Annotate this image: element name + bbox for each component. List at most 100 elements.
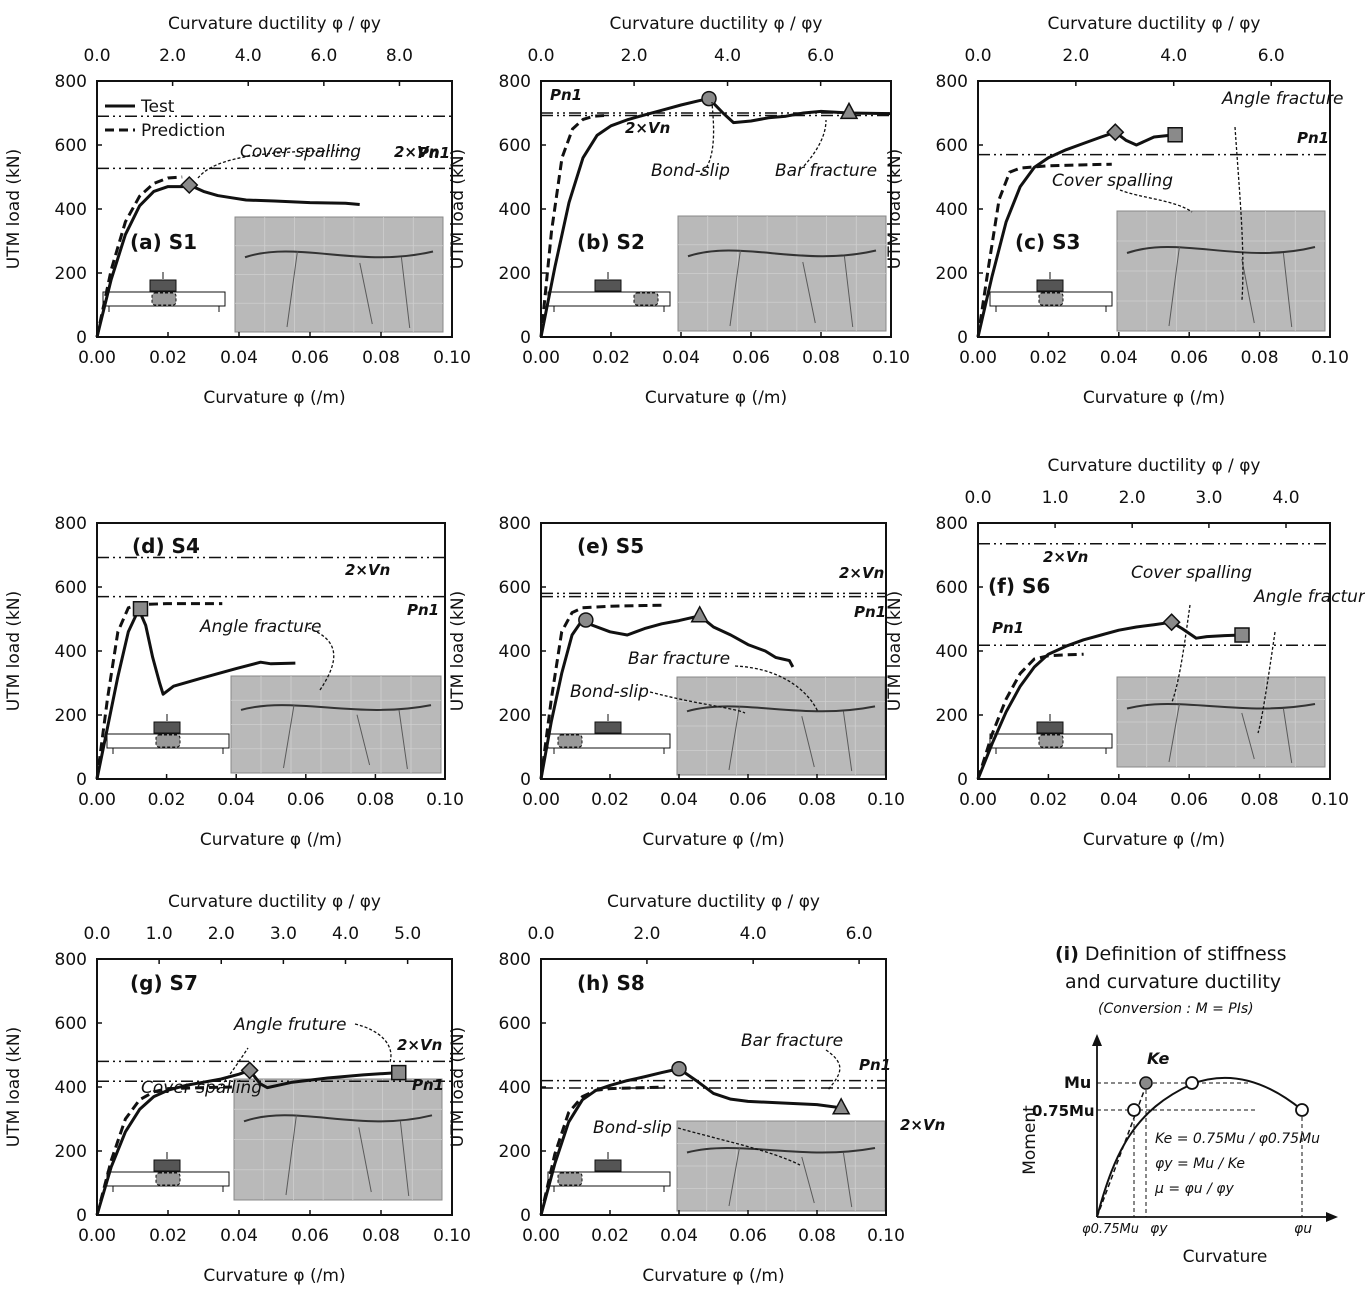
- joint-zone-icon: [155, 734, 181, 748]
- chart-panel-d: 0.00 0.02 0.04 0.06 0.08 0.10 0 200 400 600 800 Cur…: [4, 514, 464, 850]
- x-tick-label: 0.00: [522, 1226, 560, 1246]
- diamond-marker: [180, 175, 199, 195]
- y-axis-label: UTM load (kN): [448, 591, 468, 711]
- prediction-curve: [95, 1085, 232, 1216]
- reference-line-label: Pn1: [854, 603, 886, 621]
- top-axis-label: Curvature ductility φ / φy: [168, 892, 381, 912]
- x-tick-label: 0.04: [1100, 790, 1138, 810]
- loading-plate-icon: [149, 279, 177, 292]
- joint-zone-icon: [1038, 734, 1064, 748]
- chart-panel-g: 0.00 0.02 0.04 0.06 0.08 0.10 0 200 400 600 800 Cur…: [4, 892, 471, 1286]
- x-tick-label: 0.10: [867, 790, 905, 810]
- photo-crack: [687, 249, 877, 258]
- x-tick-label: 0.00: [78, 348, 116, 368]
- x-axis-label: Curvature φ (/m): [203, 388, 345, 408]
- annotation-leader: [217, 1047, 249, 1091]
- x-tick-label: 0.08: [362, 1226, 400, 1246]
- top-tick-label: 4.0: [235, 46, 262, 66]
- y-tick-label: 800: [499, 72, 531, 92]
- top-tick-label: 2.0: [159, 46, 186, 66]
- y-tick-label: 200: [55, 706, 87, 726]
- annotation-label: Angle fruture: [233, 1015, 346, 1035]
- annotation-leader: [1234, 126, 1244, 301]
- y-axis-label: UTM load (kN): [448, 1027, 468, 1147]
- annotation-label: Cover spalling: [141, 1078, 262, 1098]
- reference-line-label: Pn1: [992, 619, 1024, 637]
- panel-label: (d) S4: [132, 534, 200, 558]
- y-tick-label: 400: [499, 1078, 531, 1098]
- y-tick-label: 600: [55, 1014, 87, 1034]
- top-tick-label: 1.0: [146, 924, 173, 944]
- y-tick-label: 0: [520, 770, 531, 790]
- photo-crack: [1126, 246, 1316, 254]
- annotation-label: Cover spalling: [240, 142, 361, 162]
- y-tick-label: 600: [499, 136, 531, 156]
- x-tick-label: 0.00: [78, 1226, 116, 1246]
- y-tick-label: 400: [499, 200, 531, 220]
- triangle-marker: [690, 605, 709, 623]
- x-axis-label: Curvature φ (/m): [645, 388, 787, 408]
- x-tick-label: 0.04: [220, 348, 258, 368]
- y-tick-label: 800: [55, 72, 87, 92]
- top-tick-label: 6.0: [807, 46, 834, 66]
- y-axis-label: UTM load (kN): [885, 591, 905, 711]
- x-tick-label: 0.00: [959, 348, 997, 368]
- reference-line-label: 2×Vn: [397, 1036, 442, 1054]
- annotation-label: Bar fracture: [628, 649, 730, 669]
- y-tick-label: 200: [55, 1142, 87, 1162]
- reference-line-label: 2×Vn: [394, 143, 439, 161]
- loading-plate-icon: [153, 721, 181, 734]
- top-axis-label: Curvature ductility φ / φy: [168, 14, 381, 34]
- label-phiu: φu: [1294, 1221, 1312, 1237]
- chart-panel-a: 0.00 0.02 0.04 0.06 0.08 0.10 0 200 400 600 800 Cur…: [4, 14, 471, 408]
- moment-axis-arrow-icon: [1092, 1034, 1102, 1046]
- x-tick-label: 0.06: [729, 790, 767, 810]
- test-curve: [95, 1068, 399, 1216]
- annotation-label: Bond-slip: [570, 682, 649, 702]
- y-tick-label: 600: [499, 578, 531, 598]
- y-tick-label: 200: [499, 1142, 531, 1162]
- x-tick-label: 0.06: [732, 348, 770, 368]
- x-tick-label: 0.04: [662, 348, 700, 368]
- prediction-curve: [976, 162, 1112, 338]
- circle-marker: [701, 90, 717, 107]
- top-axis-label: Curvature ductility φ / φy: [1048, 456, 1261, 476]
- x-tick-label: 0.04: [1100, 348, 1138, 368]
- specimen-photo: [676, 1120, 886, 1212]
- prediction-curve: [95, 175, 183, 338]
- test-curve: [976, 130, 1176, 338]
- chart-panel-h: 0.00 0.02 0.04 0.06 0.08 0.10 0 200 400 600 800 Cur…: [448, 892, 945, 1286]
- specimen-photo: [230, 675, 442, 774]
- specimen-photo: [677, 215, 887, 332]
- specimen-photo: [233, 1078, 443, 1201]
- panel-label: (f) S6: [988, 574, 1050, 598]
- top-tick-label: 6.0: [846, 924, 873, 944]
- loading-plate-icon: [594, 721, 622, 734]
- circle-marker: [671, 1061, 687, 1077]
- top-tick-label: 6.0: [1258, 46, 1285, 66]
- y-tick-label: 800: [55, 950, 87, 970]
- x-tick-label: 0.00: [78, 790, 116, 810]
- x-tick-label: 0.02: [149, 1226, 187, 1246]
- y-tick-label: 200: [936, 706, 968, 726]
- x-axis-label: Curvature φ (/m): [203, 1266, 345, 1286]
- x-tick-label: 0.00: [959, 790, 997, 810]
- y-tick-label: 200: [499, 264, 531, 284]
- annotation-leader: [803, 119, 827, 167]
- x-tick-label: 0.02: [1029, 348, 1067, 368]
- square-marker: [132, 601, 149, 617]
- x-tick-label: 0.02: [591, 790, 629, 810]
- x-tick-label: 0.02: [149, 348, 187, 368]
- top-axis-label: Curvature ductility φ / φy: [607, 892, 820, 912]
- top-tick-label: 0.0: [83, 924, 110, 944]
- label-ke: Ke: [1147, 1049, 1170, 1068]
- panel-label: (h) S8: [577, 971, 645, 995]
- chart-panel-b: 0.00 0.02 0.04 0.06 0.08 0.10 0 200 400 600 800 Cur…: [448, 14, 910, 408]
- photo-crack: [1168, 246, 1293, 328]
- curvature-axis-arrow-icon: [1326, 1212, 1338, 1222]
- y-axis-label: UTM load (kN): [448, 149, 468, 269]
- y-tick-label: 0: [76, 770, 87, 790]
- diamond-marker: [1106, 123, 1125, 142]
- loading-plate-icon: [594, 1159, 622, 1172]
- y-tick-label: 0: [957, 770, 968, 790]
